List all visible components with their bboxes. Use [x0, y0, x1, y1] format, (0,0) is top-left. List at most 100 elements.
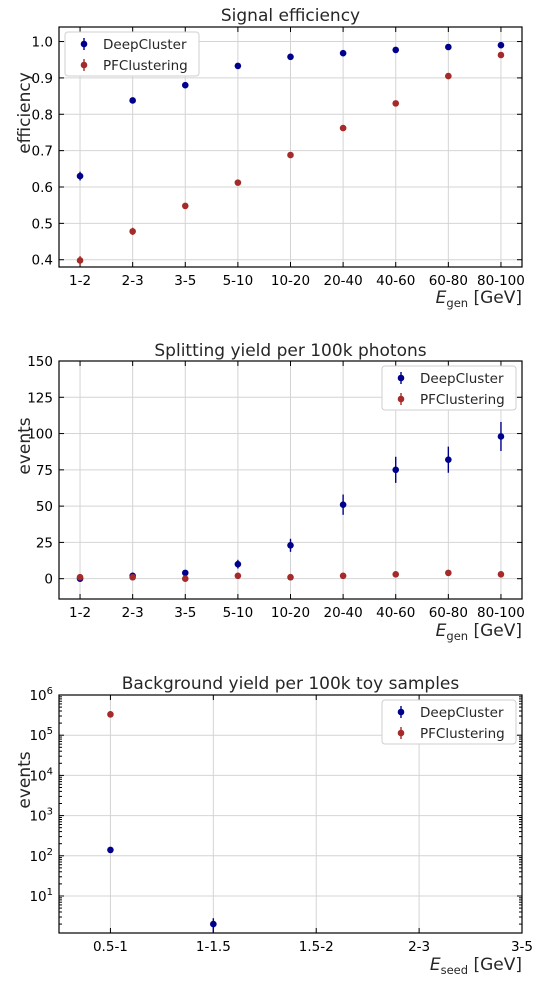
- data-point: [76, 257, 84, 264]
- chart-title: Signal efficiency: [221, 6, 360, 26]
- data-point: [497, 433, 505, 440]
- x-tick-label: 2-3: [408, 939, 430, 955]
- x-tick-label: 1-2: [69, 605, 91, 621]
- data-point: [392, 466, 400, 474]
- data-point: [445, 569, 452, 577]
- y-tick-label: 101: [29, 887, 53, 905]
- y-tick-label: 0.8: [32, 107, 53, 123]
- chart-panel-1: 1-2 2-3 3-5 5-10 10-20 20-40 40-60 60-80 80-100 0…: [15, 6, 525, 310]
- data-point: [129, 97, 136, 104]
- chart-title: Background yield per 100k toy samples: [122, 674, 460, 694]
- x-tick-label: 0.5-1: [93, 939, 128, 955]
- x-tick-label: 5-10: [223, 605, 254, 621]
- legend-marker: [80, 61, 88, 69]
- legend: DeepCluster PFClustering: [64, 31, 200, 77]
- data-point: [107, 711, 114, 718]
- y-axis-label: events: [15, 417, 35, 474]
- x-tick-label: 10-20: [271, 273, 310, 289]
- data-point: [287, 573, 294, 581]
- data-point: [76, 573, 84, 581]
- y-tick-label: 75: [36, 463, 53, 479]
- y-tick-label: 102: [29, 847, 53, 865]
- legend: DeepCluster PFClustering: [381, 699, 517, 745]
- data-point: [497, 41, 505, 49]
- y-tick-label: 1.0: [32, 35, 53, 51]
- legend-box: [64, 31, 200, 77]
- x-tick-label: 80-100: [477, 605, 525, 621]
- data-point: [497, 51, 505, 59]
- x-tick-label: 3-5: [174, 273, 196, 289]
- y-tick-label: 0: [44, 572, 53, 588]
- data-point: [181, 202, 189, 210]
- x-tick-label: 60-80: [429, 273, 468, 289]
- legend-marker: [397, 708, 405, 716]
- data-point: [339, 572, 347, 580]
- y-tick-label: 100: [27, 427, 53, 443]
- legend-label: PFClustering: [103, 58, 188, 74]
- x-tick-label: 3-5: [174, 605, 196, 621]
- data-point: [234, 179, 242, 186]
- data-point: [392, 571, 400, 578]
- data-point: [181, 81, 189, 89]
- y-tick-label: 103: [29, 807, 53, 825]
- y-tick-label: 104: [29, 766, 53, 784]
- plot-frame: [58, 694, 523, 934]
- chart-panel-3: 0.5-1 1-1.5 1.5-2 2-3 3-5 101 102 103 104 105 106 B…: [15, 674, 533, 977]
- data-point: [287, 53, 294, 61]
- x-tick-label: 1.5-2: [299, 939, 334, 955]
- y-tick-label: 125: [27, 390, 53, 406]
- data-point: [181, 569, 189, 577]
- chart-panel-2: 1-2 2-3 3-5 5-10 10-20 20-40 40-60 60-80 80-100 0…: [15, 341, 525, 643]
- legend-label: PFClustering: [420, 392, 505, 408]
- data-point: [129, 228, 136, 235]
- x-tick-label: 3-5: [511, 939, 533, 955]
- x-tick-label: 40-60: [376, 273, 415, 289]
- data-point: [234, 62, 242, 70]
- legend-label: PFClustering: [420, 726, 505, 742]
- data-point: [210, 920, 217, 928]
- x-tick-label: 20-40: [323, 273, 362, 289]
- legend: DeepCluster PFClustering: [381, 365, 517, 411]
- data-point: [287, 542, 294, 549]
- x-tick-label: 20-40: [323, 605, 362, 621]
- legend-box: [381, 699, 517, 745]
- x-tick-label: 40-60: [376, 605, 415, 621]
- legend-marker: [397, 395, 405, 403]
- data-point: [129, 573, 136, 581]
- data-point: [445, 456, 452, 463]
- x-axis-label: Egen [GeV]: [436, 288, 522, 310]
- x-tick-label: 2-3: [122, 273, 144, 289]
- legend-label: DeepCluster: [103, 37, 187, 53]
- y-tick-label: 0.6: [32, 180, 53, 196]
- legend-marker: [80, 40, 88, 48]
- y-tick-label: 0.9: [32, 71, 53, 87]
- y-tick-label: 0.7: [32, 144, 53, 160]
- y-tick-label: 105: [29, 726, 53, 744]
- data-point: [497, 571, 505, 578]
- legend-box: [381, 365, 517, 411]
- x-tick-label: 80-100: [477, 273, 525, 289]
- x-tick-label: 1-2: [69, 273, 91, 289]
- x-tick-label: 10-20: [271, 605, 310, 621]
- data-point: [445, 72, 452, 80]
- x-axis-label: Eseed [GeV]: [430, 955, 522, 977]
- x-tick-label: 60-80: [429, 605, 468, 621]
- x-tick-label: 2-3: [122, 605, 144, 621]
- legend-marker: [397, 374, 405, 382]
- x-tick-label: 1-1.5: [196, 939, 231, 955]
- data-point: [445, 43, 452, 51]
- chart-title: Splitting yield per 100k photons: [154, 341, 426, 361]
- y-tick-label: 106: [29, 686, 53, 704]
- data-point: [392, 46, 400, 54]
- y-tick-label: 0.4: [32, 253, 53, 269]
- legend-label: DeepCluster: [420, 705, 504, 721]
- x-tick-label: 5-10: [223, 273, 254, 289]
- y-tick-label: 0.5: [32, 216, 53, 232]
- y-axis-label: efficiency: [15, 72, 35, 154]
- legend-label: DeepCluster: [420, 371, 504, 387]
- y-axis-label: events: [15, 751, 35, 808]
- x-axis-label: Egen [GeV]: [436, 621, 522, 643]
- data-point: [392, 100, 400, 107]
- data-point: [339, 501, 347, 508]
